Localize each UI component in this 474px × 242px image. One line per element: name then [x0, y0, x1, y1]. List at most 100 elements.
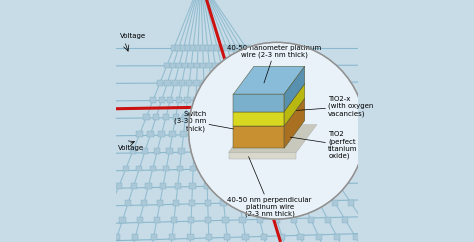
Bar	[261, 234, 267, 240]
Bar	[176, 63, 182, 68]
Bar	[270, 114, 276, 120]
Bar	[179, 148, 185, 154]
Polygon shape	[228, 125, 317, 152]
Bar	[325, 166, 331, 171]
Bar	[260, 114, 267, 120]
Bar	[228, 148, 234, 154]
Bar	[263, 183, 269, 189]
Bar	[214, 45, 220, 51]
Bar	[150, 97, 156, 103]
Bar	[334, 234, 340, 240]
Bar	[219, 45, 225, 51]
Bar	[353, 234, 359, 240]
Bar	[289, 148, 295, 154]
Bar	[241, 114, 247, 120]
Bar	[159, 97, 165, 103]
Bar	[190, 166, 196, 171]
Bar	[223, 80, 229, 86]
Bar	[210, 97, 216, 103]
Bar	[279, 131, 286, 137]
Bar	[252, 80, 258, 86]
Text: Switch
(3-30 nm
thick): Switch (3-30 nm thick)	[174, 111, 233, 131]
Bar	[257, 131, 264, 137]
Bar	[237, 80, 244, 86]
Bar	[176, 166, 183, 171]
Bar	[194, 63, 201, 68]
Bar	[163, 166, 169, 171]
Bar	[150, 166, 156, 171]
Circle shape	[189, 42, 365, 219]
Bar	[174, 183, 181, 189]
Polygon shape	[233, 112, 284, 126]
Bar	[201, 80, 207, 86]
Text: TiO2
(perfect
titanium
oxide): TiO2 (perfect titanium oxide)	[291, 131, 358, 159]
Bar	[190, 45, 196, 51]
Bar	[147, 131, 154, 137]
Bar	[300, 200, 306, 206]
Bar	[210, 45, 216, 51]
Bar	[141, 200, 147, 206]
Text: Voltage: Voltage	[118, 145, 145, 151]
Bar	[204, 183, 210, 189]
Bar	[237, 200, 243, 206]
Bar	[243, 45, 250, 51]
Bar	[200, 63, 207, 68]
Bar	[182, 114, 189, 120]
Bar	[160, 183, 166, 189]
Bar	[237, 63, 243, 68]
Bar	[298, 166, 304, 171]
Bar	[171, 45, 177, 51]
Bar	[270, 97, 276, 103]
Text: 40-50 nanometer platinum
wire (2-3 nm thick): 40-50 nanometer platinum wire (2-3 nm th…	[228, 45, 322, 83]
Bar	[192, 114, 199, 120]
Bar	[291, 131, 297, 137]
Bar	[184, 97, 191, 103]
Bar	[224, 131, 231, 137]
Bar	[153, 114, 159, 120]
Bar	[187, 234, 193, 240]
Bar	[185, 45, 191, 51]
Bar	[268, 200, 274, 206]
Bar	[123, 166, 129, 171]
Bar	[205, 200, 211, 206]
Bar	[171, 217, 177, 223]
Bar	[224, 234, 230, 240]
Bar	[125, 200, 131, 206]
Bar	[170, 63, 176, 68]
Bar	[129, 148, 136, 154]
Bar	[284, 200, 291, 206]
Text: TiO2-x
(with oxygen
vacancies): TiO2-x (with oxygen vacancies)	[297, 96, 374, 117]
Bar	[154, 217, 160, 223]
Bar	[230, 80, 237, 86]
Bar	[316, 234, 322, 240]
Bar	[116, 183, 122, 189]
Polygon shape	[233, 66, 305, 94]
Bar	[325, 217, 331, 223]
Bar	[202, 114, 208, 120]
Bar	[202, 131, 209, 137]
Polygon shape	[228, 152, 296, 159]
Bar	[348, 200, 354, 206]
Bar	[231, 63, 237, 68]
Bar	[193, 97, 199, 103]
Bar	[229, 45, 235, 51]
Bar	[261, 97, 267, 103]
Bar	[201, 97, 208, 103]
Bar	[219, 97, 225, 103]
Bar	[191, 131, 198, 137]
Bar	[313, 148, 319, 154]
Text: 40-50 nm perpendicular
platinum wire
(2-3 nm thick): 40-50 nm perpendicular platinum wire (2-…	[228, 157, 312, 217]
Bar	[278, 97, 284, 103]
Bar	[244, 97, 250, 103]
Bar	[175, 45, 182, 51]
Bar	[245, 80, 251, 86]
Bar	[132, 234, 138, 240]
Bar	[264, 148, 270, 154]
Bar	[221, 114, 228, 120]
Bar	[206, 234, 212, 240]
Bar	[290, 114, 296, 120]
Bar	[215, 80, 222, 86]
Bar	[186, 80, 192, 86]
Bar	[154, 148, 160, 154]
Bar	[193, 80, 200, 86]
